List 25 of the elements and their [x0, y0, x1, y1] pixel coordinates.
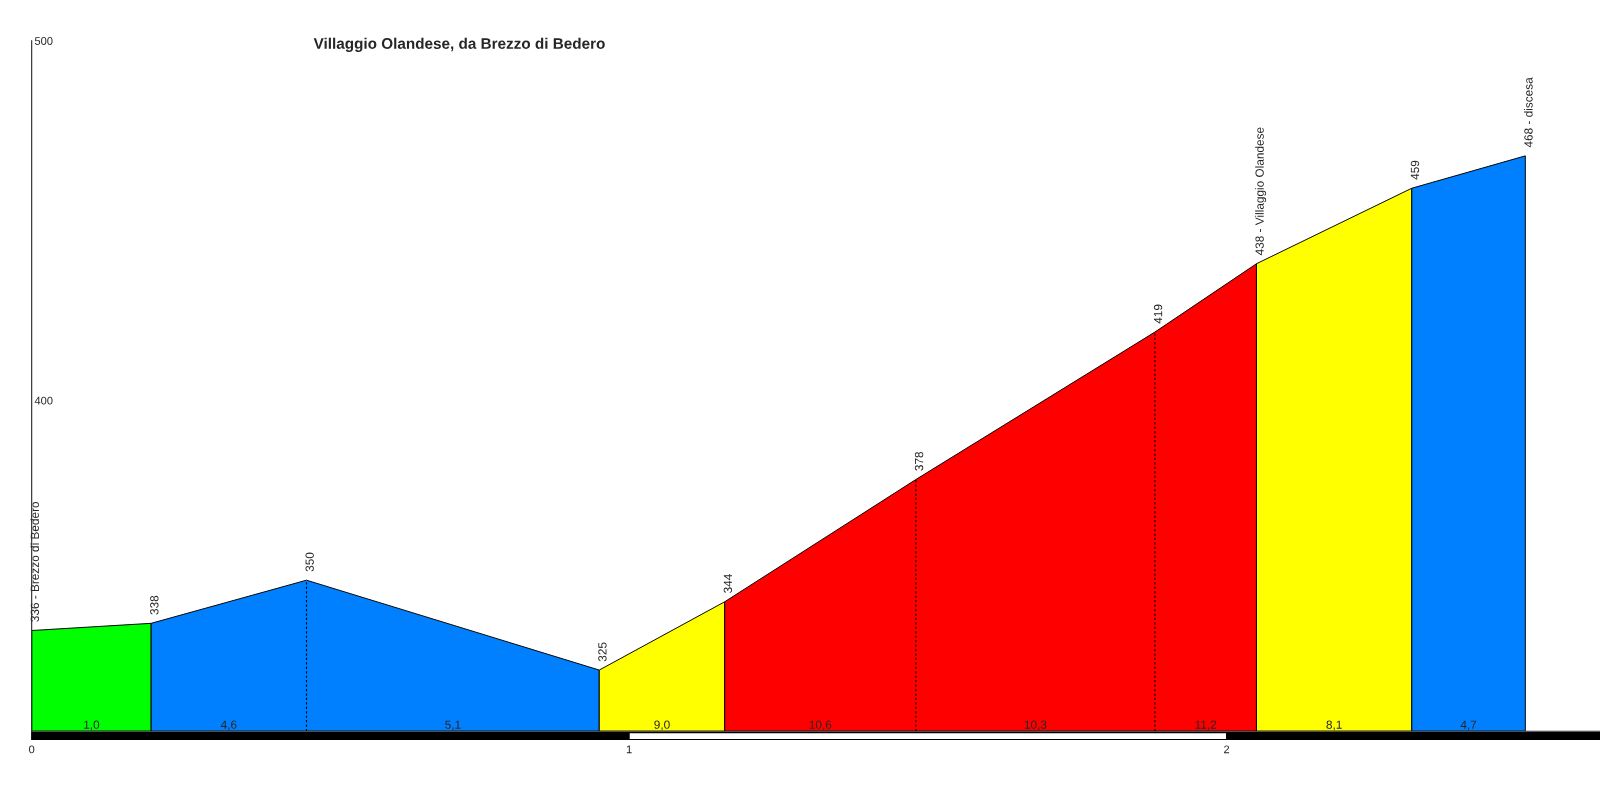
x-tick-label: 0 — [29, 745, 35, 754]
data-label: 325 — [598, 642, 607, 662]
data-label: 336 - Brezzo di Bedero — [30, 501, 40, 622]
annotation: 8,1 — [1326, 720, 1342, 731]
data-label: 438 - Villaggio Olandese — [1255, 127, 1267, 256]
data-label: 338 — [150, 595, 159, 615]
annotation: 11,2 — [1195, 720, 1217, 731]
annotation: 10,6 — [809, 720, 832, 731]
annotation: 5,1 — [445, 720, 461, 731]
annotation: 10,3 — [1024, 720, 1047, 731]
data-label: 344 — [723, 574, 733, 593]
data-label: 419 — [1153, 304, 1163, 324]
x-tick-label: 2 — [1224, 745, 1230, 754]
annotation: 9,0 — [654, 720, 670, 731]
y-tick-label: 500 — [34, 37, 53, 45]
data-label: 459 — [1410, 160, 1420, 180]
annotation: 4,6 — [220, 720, 237, 731]
annotation: 1,0 — [84, 720, 100, 731]
x-tick-label: 1 — [626, 745, 632, 754]
data-label: 378 — [914, 451, 924, 471]
data-label: 468 - discesa — [1523, 77, 1533, 148]
y-tick-label: 400 — [34, 396, 53, 405]
chart-title: Villaggio Olandese, da Brezzo di Bedero — [313, 37, 605, 52]
data-label: 350 — [305, 552, 314, 572]
annotation: 4,7 — [1460, 720, 1477, 731]
